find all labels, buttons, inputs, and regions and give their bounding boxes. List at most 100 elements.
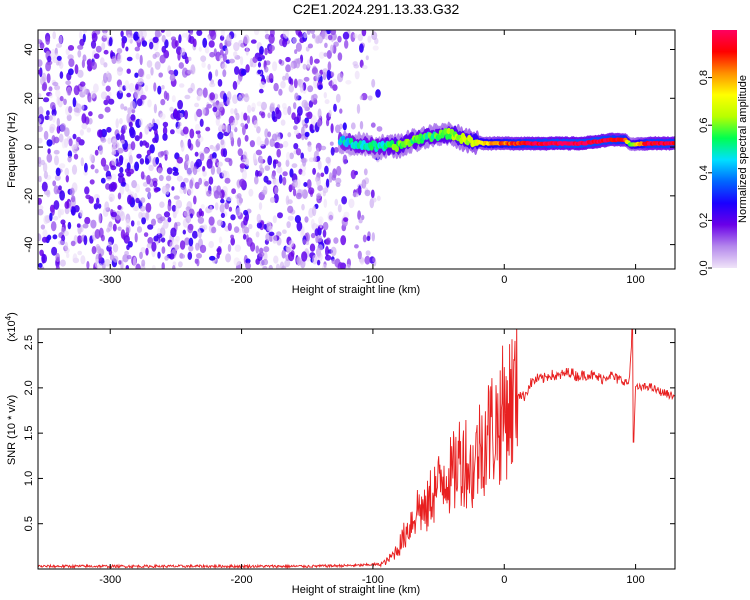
noise-speckle	[140, 197, 146, 204]
noise-speckle	[308, 187, 315, 195]
noise-speckle	[126, 113, 131, 124]
noise-speckle	[246, 115, 251, 124]
noise-speckle	[310, 94, 315, 103]
noise-speckle	[288, 251, 295, 262]
noise-speckle	[52, 234, 58, 240]
noise-speckle	[55, 265, 60, 269]
noise-speckle	[196, 95, 201, 101]
noise-speckle	[38, 161, 42, 168]
noise-speckle	[160, 237, 166, 243]
noise-speckle	[320, 30, 328, 38]
noise-speckle	[324, 42, 328, 48]
noise-speckle	[139, 54, 143, 66]
noise-speckle	[98, 129, 103, 138]
noise-speckle	[333, 41, 339, 47]
noise-speckle	[56, 43, 62, 48]
noise-speckle	[209, 255, 216, 261]
noise-speckle	[255, 149, 263, 156]
noise-speckle	[333, 103, 337, 112]
noise-speckle	[137, 77, 144, 86]
noise-speckle	[301, 126, 305, 137]
noise-speckle	[164, 154, 168, 161]
noise-speckle	[209, 82, 216, 88]
noise-speckle	[117, 205, 122, 210]
noise-speckle	[45, 36, 51, 45]
noise-speckle	[38, 262, 43, 268]
noise-speckle	[276, 231, 282, 237]
noise-speckle	[117, 162, 121, 168]
noise-speckle	[258, 202, 263, 211]
noise-speckle	[46, 110, 50, 116]
noise-speckle	[306, 179, 312, 189]
noise-speckle	[208, 216, 215, 226]
noise-speckle	[157, 251, 161, 259]
noise-speckle	[79, 38, 85, 47]
noise-speckle	[81, 122, 88, 130]
noise-speckle	[217, 79, 223, 87]
noise-speckle	[42, 162, 48, 173]
noise-speckle	[57, 208, 62, 219]
noise-speckle	[53, 149, 60, 155]
noise-speckle	[276, 166, 283, 174]
noise-speckle	[202, 170, 207, 177]
noise-speckle	[139, 251, 143, 260]
noise-speckle	[119, 184, 125, 195]
noise-speckle	[255, 245, 260, 254]
noise-speckle	[301, 251, 308, 262]
noise-speckle	[164, 255, 169, 261]
noise-speckle	[328, 109, 332, 118]
noise-speckle	[146, 60, 153, 68]
noise-speckle	[318, 216, 324, 225]
noise-speckle	[73, 153, 79, 160]
noise-speckle	[199, 153, 205, 161]
noise-speckle	[336, 165, 342, 176]
noise-speckle	[38, 59, 43, 67]
noise-speckle	[120, 129, 126, 134]
noise-speckle	[259, 155, 264, 166]
noise-speckle	[128, 154, 133, 165]
noise-speckle	[281, 249, 286, 259]
noise-speckle	[243, 216, 248, 226]
noise-speckle	[109, 254, 115, 261]
noise-speckle	[227, 244, 232, 252]
noise-speckle	[187, 138, 192, 149]
noise-speckle	[276, 148, 282, 158]
x-tick-label: -300	[99, 574, 121, 586]
noise-speckle	[171, 186, 175, 191]
noise-speckle	[187, 223, 194, 231]
noise-speckle	[152, 137, 157, 144]
noise-speckle	[135, 83, 139, 90]
noise-speckle	[182, 126, 189, 135]
noise-speckle	[329, 141, 334, 146]
noise-speckle	[294, 49, 298, 54]
noise-speckle	[136, 153, 142, 159]
noise-speckle	[222, 69, 227, 78]
noise-speckle	[90, 164, 95, 170]
noise-speckle	[63, 98, 67, 106]
noise-speckle	[337, 35, 342, 43]
noise-speckle	[151, 264, 156, 269]
noise-speckle	[330, 123, 334, 134]
noise-speckle	[68, 58, 75, 67]
noise-speckle	[229, 131, 234, 142]
noise-speckle	[340, 235, 347, 246]
noise-speckle	[272, 61, 278, 72]
noise-speckle	[228, 206, 233, 212]
noise-speckle	[216, 248, 221, 253]
noise-speckle	[204, 180, 209, 187]
noise-speckle	[316, 251, 322, 259]
noise-speckle	[184, 154, 190, 162]
noise-speckle	[143, 232, 149, 238]
noise-speckle	[136, 220, 141, 226]
noise-speckle	[322, 190, 326, 197]
noise-speckle	[361, 179, 367, 189]
noise-speckle	[282, 171, 288, 177]
noise-speckle	[93, 203, 99, 210]
noise-speckle	[67, 155, 72, 163]
noise-speckle	[147, 99, 152, 108]
noise-speckle	[230, 108, 235, 115]
noise-speckle	[64, 167, 70, 176]
noise-speckle	[97, 263, 103, 269]
noise-speckle	[197, 133, 201, 139]
spectrogram-frame	[37, 29, 676, 270]
